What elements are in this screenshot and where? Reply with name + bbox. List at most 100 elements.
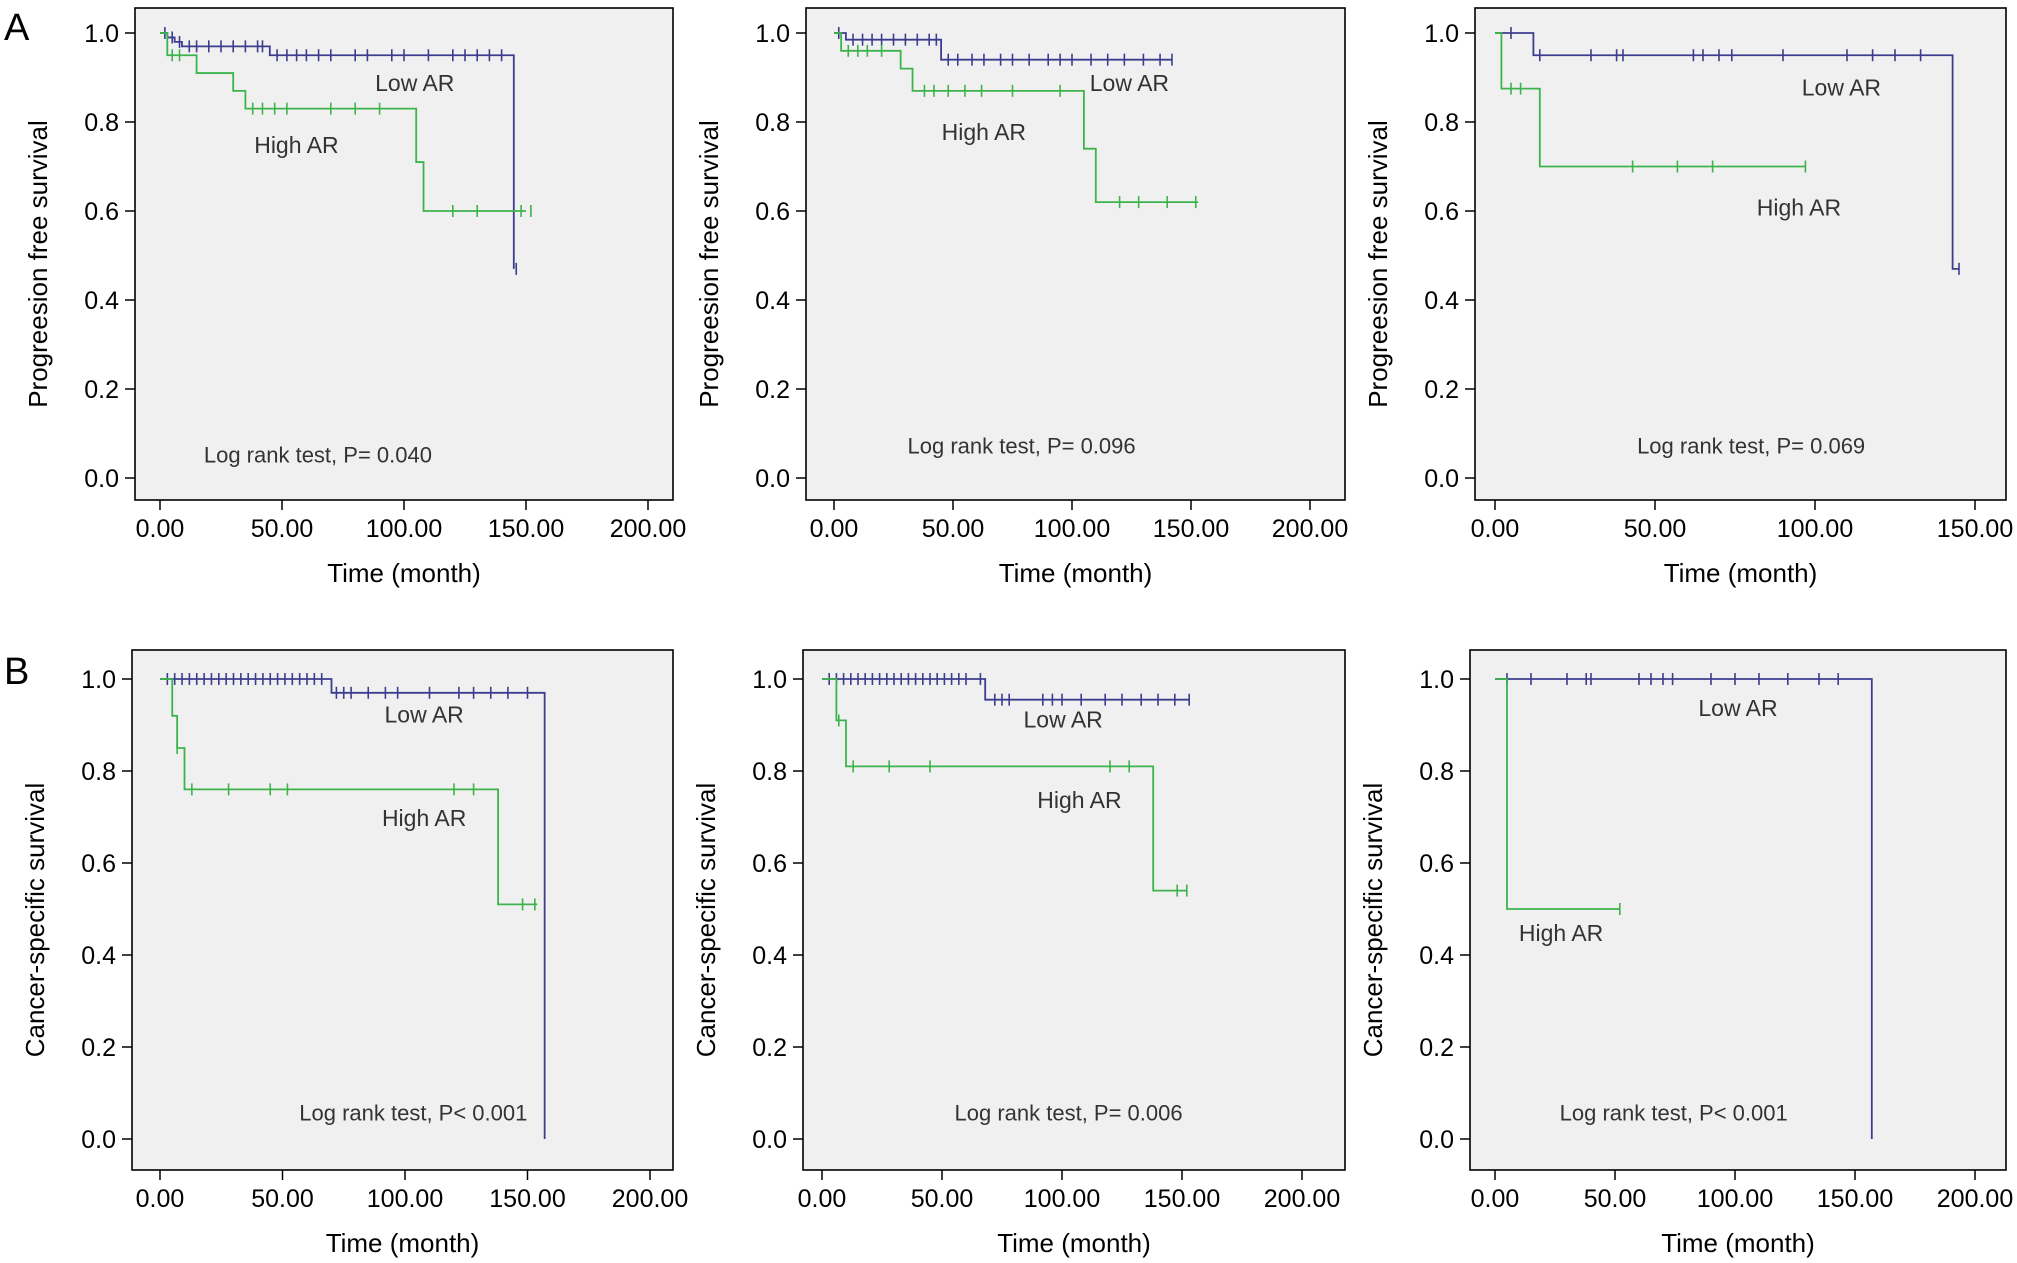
row-label-a: A [4,7,30,49]
log-rank-annotation: Log rank test, P= 0.006 [955,1101,1183,1126]
x-tick-label: 0.00 [136,515,185,543]
y-tick-label: 0.6 [1424,198,1459,226]
x-tick-label: 50.00 [1584,1185,1647,1213]
x-axis-label: Time (month) [999,558,1153,588]
y-tick-label: 0.8 [1419,758,1454,786]
y-tick-label: 0.2 [752,1034,787,1062]
y-axis-label: Progreesion free survival [23,120,53,408]
series-line-low-ar [1495,678,1873,1139]
series-label-low-ar: Low AR [385,702,464,728]
series-line-high-ar [822,678,1187,892]
x-axis-label: Time (month) [997,1228,1151,1258]
log-rank-annotation: Log rank test, P< 0.001 [1560,1101,1788,1126]
x-tick-label: 50.00 [1624,515,1687,543]
x-tick-label: 50.00 [911,1185,974,1213]
series-label-high-ar: High AR [1519,920,1603,946]
series-label-high-ar: High AR [942,119,1026,145]
km-chart-3: 0.0 0.2 0.4 0.6 0.8 1.0 0.00 50.00 100.00 150.00 T… [1363,7,2013,588]
y-tick-label: 0.6 [1419,850,1454,878]
plot-area [131,649,674,1171]
x-tick-label: 100.00 [367,1185,443,1213]
series-line-high-ar [834,32,1199,203]
y-tick-label: 0.0 [755,465,790,493]
series-line-high-ar [1495,678,1620,910]
x-tick-label: 200.00 [610,515,686,543]
x-axis-label: Time (month) [1661,1228,1815,1258]
x-tick-label: 150.00 [1144,1185,1220,1213]
y-tick-label: 1.0 [81,666,116,694]
x-tick-label: 150.00 [1153,515,1229,543]
y-tick-label: 0.8 [84,109,119,137]
y-tick-label: 0.8 [81,758,116,786]
series-label-high-ar: High AR [254,132,338,158]
x-axis-label: Time (month) [1664,558,1818,588]
y-tick-label: 0.8 [755,109,790,137]
km-chart-1: 0.0 0.2 0.4 0.6 0.8 1.0 0.00 50.00 100.00 150.00 2… [23,7,686,588]
y-axis-label: Progreesion free survival [1363,120,1393,408]
x-tick-label: 50.00 [251,515,314,543]
y-tick-label: 0.2 [84,376,119,404]
y-tick-label: 0.4 [84,287,119,315]
y-tick-label: 0.4 [752,942,787,970]
row-label-b: B [4,651,29,693]
y-tick-label: 1.0 [84,20,119,48]
x-tick-label: 100.00 [1777,515,1853,543]
x-tick-label: 0.00 [136,1185,185,1213]
plot-area [805,7,1346,501]
x-tick-label: 0.00 [1471,515,1520,543]
y-tick-label: 0.2 [1419,1034,1454,1062]
series-label-high-ar: High AR [1037,787,1121,813]
y-axis-label: Progreesion free survival [694,120,724,408]
series-label-low-ar: Low AR [1024,706,1103,732]
x-tick-label: 200.00 [1272,515,1348,543]
log-rank-annotation: Log rank test, P= 0.096 [908,434,1136,459]
x-axis-label: Time (month) [327,558,481,588]
y-tick-label: 0.4 [755,287,790,315]
y-tick-label: 0.8 [1424,109,1459,137]
x-tick-label: 200.00 [612,1185,688,1213]
y-tick-label: 0.4 [1424,287,1459,315]
x-tick-label: 0.00 [1471,1185,1520,1213]
log-rank-annotation: Log rank test, P= 0.040 [204,442,432,467]
y-tick-label: 0.2 [1424,376,1459,404]
log-rank-annotation: Log rank test, P= 0.069 [1637,434,1865,459]
y-tick-label: 1.0 [755,20,790,48]
y-tick-label: 0.4 [81,942,116,970]
log-rank-annotation: Log rank test, P< 0.001 [299,1101,527,1126]
y-tick-label: 0.2 [755,376,790,404]
x-tick-label: 50.00 [922,515,985,543]
series-label-high-ar: High AR [1757,194,1841,220]
series-line-high-ar [160,678,538,906]
y-tick-label: 0.6 [84,198,119,226]
x-tick-label: 150.00 [1817,1185,1893,1213]
y-tick-label: 0.0 [1419,1126,1454,1154]
series-line-low-ar [1495,32,1959,270]
y-tick-label: 0.6 [752,850,787,878]
x-tick-label: 0.00 [810,515,859,543]
series-line-low-ar [160,678,546,1139]
plot-area [1474,7,2007,501]
y-tick-label: 0.0 [1424,465,1459,493]
y-axis-label: Cancer-specific survival [20,783,50,1058]
x-tick-label: 100.00 [1697,1185,1773,1213]
plot-area [802,649,1346,1171]
y-tick-label: 0.8 [752,758,787,786]
km-chart-6: 0.0 0.2 0.4 0.6 0.8 1.0 0.00 50.00 100.00 150.00 2… [1358,649,2013,1258]
y-axis-label: Cancer-specific survival [1358,783,1388,1058]
x-tick-label: 50.00 [251,1185,314,1213]
y-tick-label: 1.0 [752,666,787,694]
y-tick-label: 0.0 [84,465,119,493]
x-tick-label: 200.00 [1264,1185,1340,1213]
y-tick-label: 0.0 [81,1126,116,1154]
x-tick-label: 100.00 [366,515,442,543]
x-tick-label: 150.00 [489,1185,565,1213]
y-tick-label: 1.0 [1419,666,1454,694]
km-chart-2: 0.0 0.2 0.4 0.6 0.8 1.0 0.00 50.00 100.00 150.00 2… [694,7,1348,588]
series-label-high-ar: High AR [382,805,466,831]
y-tick-label: 0.6 [755,198,790,226]
y-axis-label: Cancer-specific survival [691,783,721,1058]
plot-area [1469,649,2007,1171]
plot-area [134,7,674,501]
series-label-low-ar: Low AR [1802,74,1881,100]
